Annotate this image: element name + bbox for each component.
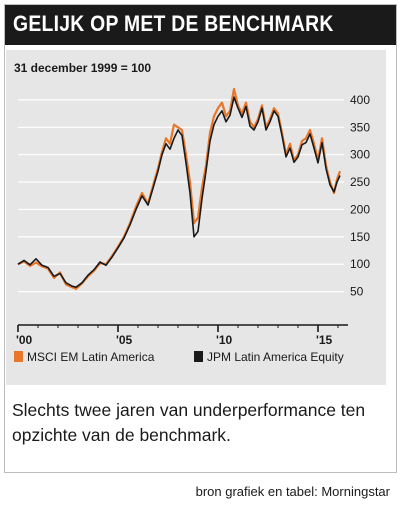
series-line-msci-em-latin-america: [17, 87, 342, 290]
series-line-jpm-latin-america-equity: [17, 96, 341, 288]
y-tick-label-400: 400: [350, 93, 370, 107]
x-tick-label-05: '05: [116, 333, 133, 347]
x-tick-label-10: '10: [216, 333, 233, 347]
source-note: bron grafiek en tabel: Morningstar: [195, 484, 390, 499]
legend-swatch-2: [194, 351, 203, 362]
y-tick-label-50: 50: [350, 285, 364, 299]
header-bar: GELIJK OP MET DE BENCHMARK: [5, 5, 396, 45]
legend-label-1: MSCI EM Latin America: [27, 350, 155, 364]
y-tick-label-300: 300: [350, 148, 370, 162]
legend-swatch-1: [14, 351, 23, 362]
chart-subtitle: 31 december 1999 = 100: [14, 61, 151, 75]
y-tick-label-200: 200: [350, 202, 370, 216]
x-tick-label-00: '00: [16, 333, 33, 347]
chart-caption: Slechts twee jaren van underperformance …: [12, 400, 366, 445]
x-tick-label-15: '15: [316, 333, 333, 347]
y-tick-label-150: 150: [350, 230, 370, 244]
y-tick-label-100: 100: [350, 257, 370, 271]
y-tick-label-350: 350: [350, 120, 370, 134]
chart-title: GELIJK OP MET DE BENCHMARK: [13, 11, 334, 36]
y-tick-label-250: 250: [350, 175, 370, 189]
legend-label-2: JPM Latin America Equity: [207, 350, 344, 364]
line-chart: 31 december 1999 = 100 50 100 150 200 250 300 3…: [14, 61, 370, 364]
chart-panel: 31 december 1999 = 100 50 100 150 200 250 300 3…: [6, 50, 386, 385]
